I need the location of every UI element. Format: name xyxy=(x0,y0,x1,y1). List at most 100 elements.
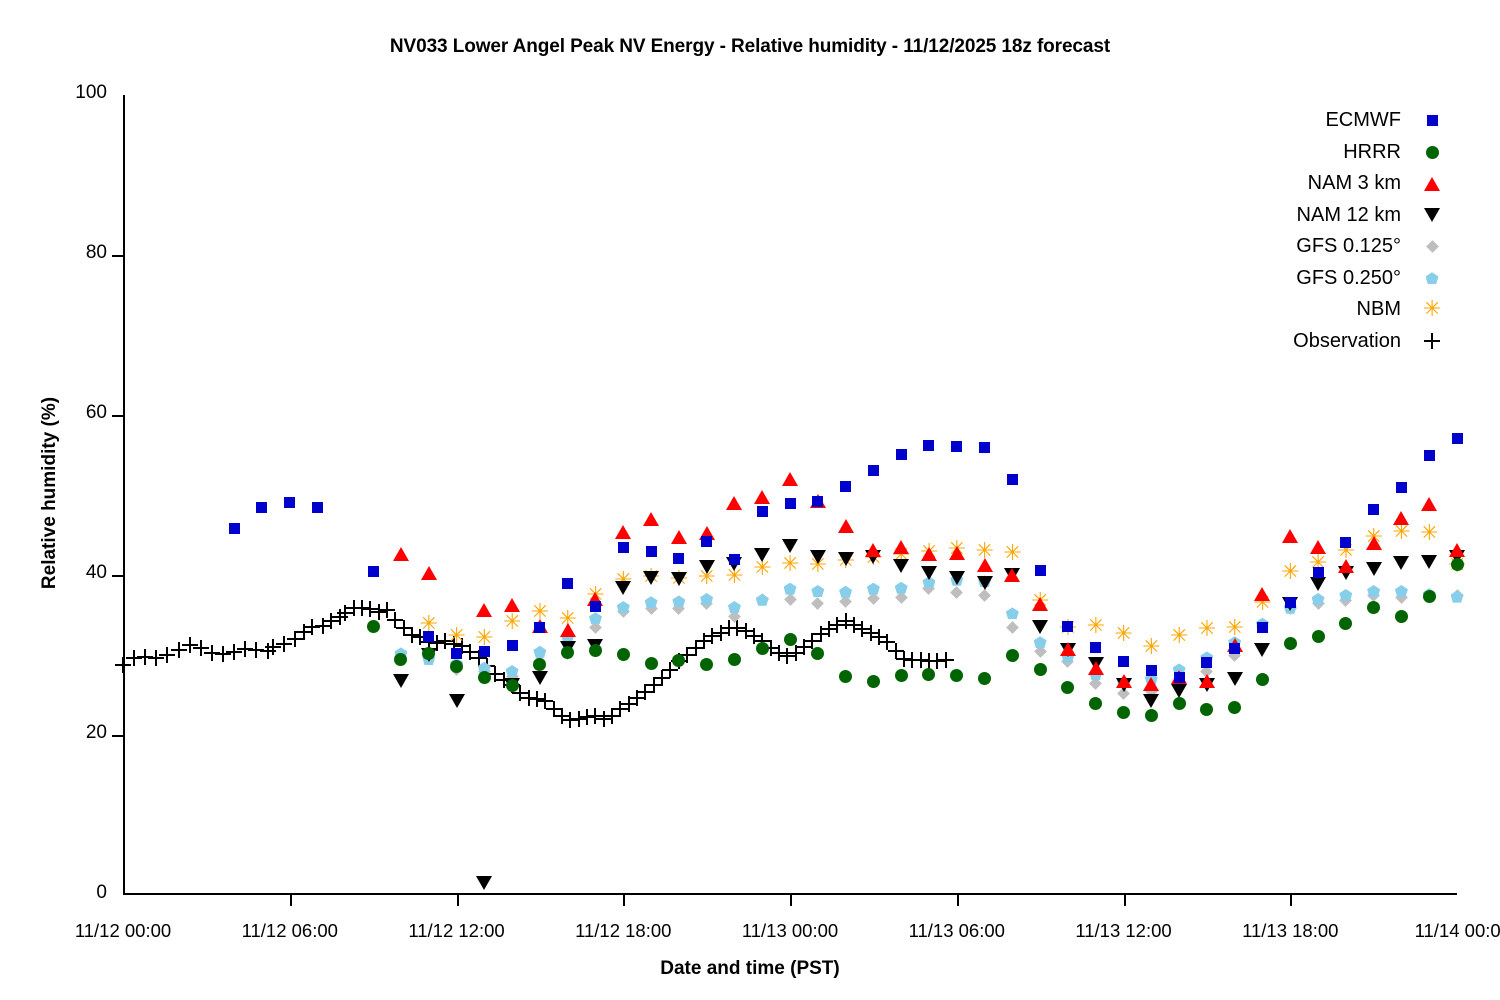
hexagon-marker-icon xyxy=(783,582,797,595)
triangle-down-marker-icon xyxy=(1393,556,1410,570)
plus-marker-icon xyxy=(629,690,646,707)
square-marker-icon xyxy=(1395,481,1407,493)
triangle-up-marker-icon xyxy=(1115,673,1132,688)
circle-marker-icon xyxy=(1117,706,1130,720)
plus-marker-icon xyxy=(645,676,662,693)
circle-marker-icon xyxy=(588,643,602,657)
circle-marker-icon xyxy=(783,633,797,647)
asterisk-marker-icon: ✳ xyxy=(447,623,466,649)
triangle-up-marker-icon xyxy=(754,490,771,505)
triangle-up-marker-icon xyxy=(1421,496,1438,511)
plus-marker-icon xyxy=(181,637,198,654)
legend-item-gfs-0-125[interactable]: GFS 0.125° xyxy=(1170,231,1445,263)
legend-item-gfs-0-250[interactable]: GFS 0.250° xyxy=(1170,263,1445,295)
triangle-down-marker-icon xyxy=(1310,576,1327,591)
square-marker-icon xyxy=(895,448,907,460)
circle-marker-icon xyxy=(922,667,936,681)
x-tick-label: 11/12 18:00 xyxy=(575,920,672,941)
x-tick-label: 11/13 00:00 xyxy=(741,920,839,941)
legend-item-hrrr[interactable]: HRRR xyxy=(1170,137,1445,169)
triangle-up-marker-icon xyxy=(1337,559,1354,574)
triangle-up-marker-icon xyxy=(1198,674,1215,689)
plus-marker-icon xyxy=(704,627,721,644)
triangle-down-marker-icon xyxy=(1424,208,1440,223)
circle-marker-icon xyxy=(533,658,547,672)
circle-marker-icon xyxy=(505,678,519,692)
plus-marker-icon xyxy=(170,642,187,659)
triangle-up-marker-icon xyxy=(893,540,910,554)
hexagon-marker-icon xyxy=(1033,636,1047,649)
plus-marker-icon xyxy=(315,618,332,635)
triangle-up-marker-icon xyxy=(837,519,854,534)
circle-marker-icon xyxy=(1255,672,1269,686)
plus-marker-icon xyxy=(462,643,479,660)
legend-item-nbm[interactable]: NBM ✳ xyxy=(1170,294,1445,326)
y-tick-label: 100 xyxy=(75,82,107,103)
triangle-down-marker-icon xyxy=(837,552,854,566)
plus-marker-icon xyxy=(137,648,154,665)
asterisk-marker-icon: ✳ xyxy=(1423,296,1442,322)
triangle-down-marker-icon xyxy=(448,693,465,708)
square-marker-icon xyxy=(673,552,685,564)
triangle-up-marker-icon xyxy=(726,496,743,510)
plus-marker-icon xyxy=(637,683,654,700)
legend-item-ecmwf[interactable]: ECMWF xyxy=(1170,105,1445,137)
series-observation xyxy=(115,95,1457,895)
hexagon-marker-icon xyxy=(533,645,547,658)
circle-marker-icon xyxy=(1005,648,1019,662)
circle-marker-icon xyxy=(644,656,658,670)
y-axis-label: Relative humidity (%) xyxy=(39,396,60,590)
triangle-up-marker-icon xyxy=(948,546,965,561)
triangle-up-marker-icon xyxy=(643,512,660,526)
asterisk-marker-icon: ✳ xyxy=(1392,520,1411,546)
diamond-marker-icon xyxy=(1425,240,1439,254)
plus-marker-icon xyxy=(545,701,562,718)
square-marker-icon xyxy=(1201,656,1213,668)
square-marker-icon xyxy=(1340,536,1352,548)
plus-marker-icon xyxy=(379,602,396,619)
circle-marker-icon xyxy=(366,619,380,633)
triangle-down-marker-icon xyxy=(782,539,798,554)
legend-label: NAM 3 km xyxy=(1307,172,1401,195)
plus-marker-icon xyxy=(429,635,446,651)
circle-marker-icon xyxy=(1061,681,1075,695)
plus-marker-icon xyxy=(570,711,587,727)
hexagon-marker-icon xyxy=(616,601,630,613)
plus-marker-icon xyxy=(854,621,871,638)
plus-marker-icon xyxy=(779,647,796,664)
square-marker-icon xyxy=(367,565,379,577)
hexagon-marker-icon xyxy=(727,601,741,613)
square-marker-icon xyxy=(728,553,740,565)
legend-item-nam-3-km[interactable]: NAM 3 km xyxy=(1170,168,1445,200)
triangle-up-marker-icon xyxy=(392,547,409,562)
square-marker-icon xyxy=(1423,449,1435,461)
legend-label: HRRR xyxy=(1343,140,1401,163)
circle-marker-icon xyxy=(1311,630,1325,644)
plus-marker-icon xyxy=(620,695,637,712)
legend-item-observation[interactable]: Observation xyxy=(1170,326,1445,358)
circle-marker-icon xyxy=(1033,662,1047,676)
asterisk-marker-icon: ✳ xyxy=(753,556,772,582)
plus-marker-icon xyxy=(354,599,370,616)
y-tick-mark xyxy=(112,575,123,577)
plus-marker-icon xyxy=(604,707,621,724)
square-marker-icon xyxy=(589,600,601,612)
asterisk-marker-icon: ✳ xyxy=(475,626,494,651)
y-tick-label: 20 xyxy=(85,722,107,743)
square-marker-icon xyxy=(840,480,852,492)
square-marker-icon xyxy=(1062,620,1074,632)
plus-marker-icon xyxy=(887,643,904,659)
x-tick-mark xyxy=(956,895,959,906)
plus-marker-icon xyxy=(737,623,754,639)
triangle-up-marker-icon xyxy=(1087,660,1104,675)
legend-label: ECMWF xyxy=(1325,109,1401,132)
hexagon-marker-icon xyxy=(1339,589,1353,601)
circle-marker-icon xyxy=(450,659,463,673)
legend-marker xyxy=(1419,108,1445,134)
x-tick-label: 11/12 06:00 xyxy=(241,920,338,941)
circle-marker-icon xyxy=(1422,590,1436,604)
plus-marker-icon xyxy=(412,628,429,645)
legend-item-nam-12-km[interactable]: NAM 12 km xyxy=(1170,200,1445,232)
plus-marker-icon xyxy=(148,650,165,667)
plus-marker-icon xyxy=(820,620,837,637)
